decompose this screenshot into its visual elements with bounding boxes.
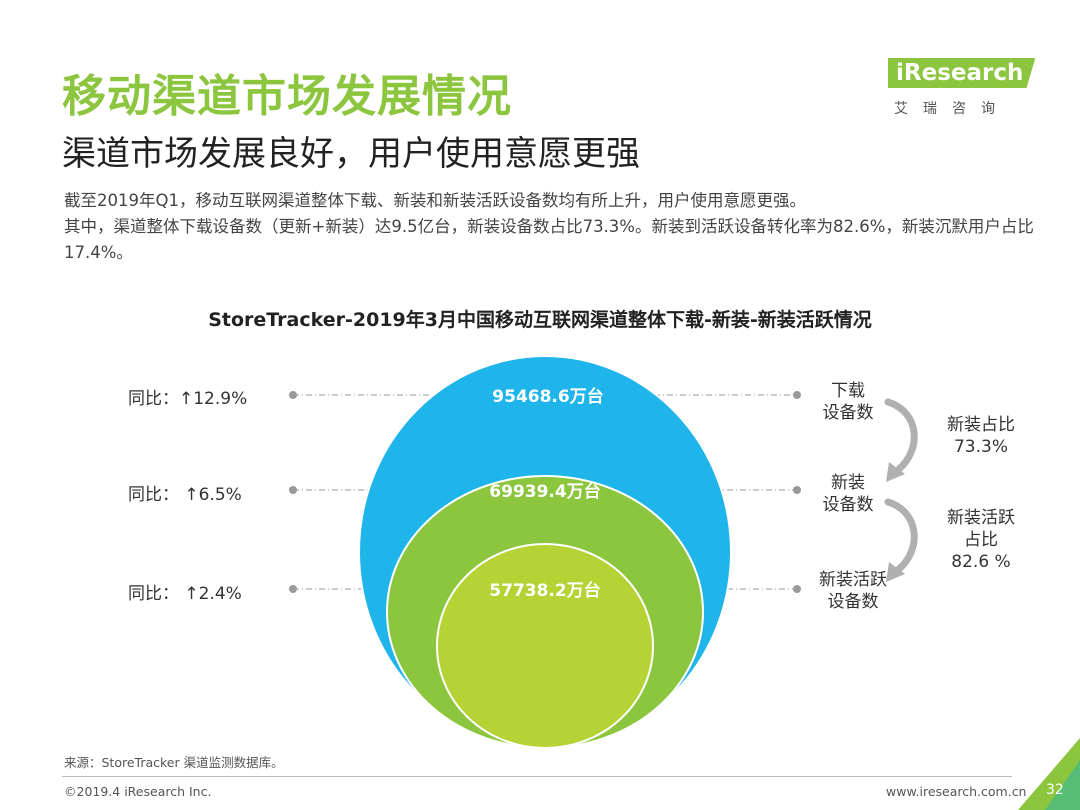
- series-label-new-active-line-2: 设备数: [827, 592, 879, 612]
- value-label-new-active: 57738.2万台: [489, 580, 600, 601]
- dot-active-left: [289, 585, 297, 593]
- ratio-new-install: 新装占比 73.3%: [926, 414, 1036, 458]
- yoy-new-install: 同比： ↑6.5%: [128, 485, 242, 505]
- ratio-arrow-icon-1: [884, 398, 918, 474]
- series-label-new-active: 新装活跃 设备数: [798, 569, 908, 613]
- ratio-arrow-icon-2: [884, 498, 918, 574]
- value-label-new-install: 69939.4万台: [489, 481, 600, 502]
- chart-title: StoreTracker-2019年3月中国移动互联网渠道整体下载-新装-新装活…: [208, 309, 872, 331]
- series-label-download-line-1: 下载: [831, 381, 865, 401]
- description-line-2: 其中，渠道整体下载设备数（更新+新装）达9.5亿台，新装设备数占比73.3%。新…: [64, 217, 1034, 262]
- logo-text-en: iResearch: [888, 58, 1036, 88]
- series-label-download-line-2: 设备数: [822, 403, 874, 423]
- dot-new-left: [289, 486, 297, 494]
- website-link[interactable]: www.iresearch.com.cn: [886, 784, 1027, 799]
- page-title: 移动渠道市场发展情况: [62, 71, 512, 122]
- iresearch-logo: iResearch 艾瑞咨询: [888, 58, 1036, 120]
- circle-new-active-devices: [436, 543, 654, 749]
- dot-new-right: [793, 486, 801, 494]
- dot-active-right: [793, 585, 801, 593]
- ratio-new-active-line-2: 占比: [964, 530, 998, 550]
- ratio-new-install-line-2: 73.3%: [953, 437, 1008, 457]
- ratio-new-install-line-1: 新装占比: [947, 415, 1015, 435]
- copyright: ©2019.4 iResearch Inc.: [64, 784, 212, 799]
- yoy-download: 同比：↑12.9%: [128, 389, 248, 409]
- footer-divider: [62, 776, 1012, 777]
- source-note: 来源：StoreTracker 渠道监测数据库。: [64, 755, 284, 770]
- description: 截至2019年Q1，移动互联网渠道整体下载、新装和新装活跃设备数均有所上升，用户…: [64, 188, 1034, 266]
- ratio-new-active-line-1: 新装活跃: [947, 508, 1015, 528]
- page-subtitle: 渠道市场发展良好，用户使用意愿更强: [62, 134, 640, 174]
- dot-download-right: [793, 391, 801, 399]
- value-label-download: 95468.6万台: [492, 386, 603, 407]
- ratio-arrowhead-icon-2: [886, 562, 905, 582]
- series-label-new-active-line-1: 新装活跃: [819, 570, 887, 590]
- yoy-new-active: 同比： ↑2.4%: [128, 584, 242, 604]
- series-label-new-install-line-2: 设备数: [822, 495, 874, 515]
- ratio-new-active-line-3: 82.6 %: [951, 552, 1011, 572]
- series-label-download: 下载 设备数: [793, 380, 903, 424]
- corner-decoration-light: [1045, 760, 1080, 810]
- ratio-arrowhead-icon-1: [886, 462, 905, 482]
- series-label-new-install-line-1: 新装: [831, 473, 865, 493]
- dot-download-left: [289, 391, 297, 399]
- ratio-new-active: 新装活跃 占比 82.6 %: [926, 507, 1036, 573]
- logo-text-cn: 艾瑞咨询: [894, 101, 1010, 117]
- series-label-new-install: 新装 设备数: [793, 472, 903, 516]
- page-number: 32: [1046, 782, 1064, 798]
- description-line-1: 截至2019年Q1，移动互联网渠道整体下载、新装和新装活跃设备数均有所上升，用户…: [64, 191, 806, 210]
